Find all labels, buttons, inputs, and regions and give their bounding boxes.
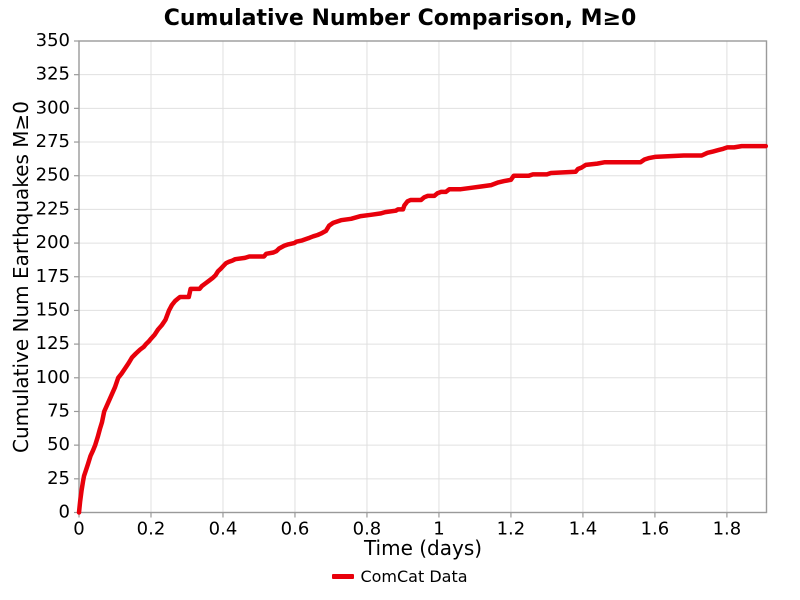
y-tick-label: 300 [36,97,70,118]
y-tick-label: 75 [47,400,70,421]
x-axis-label: Time (days) [363,536,483,560]
x-tick-label: 1.8 [713,518,742,539]
y-tick-label: 275 [36,131,70,152]
y-tick-label: 150 [36,299,70,320]
x-tick-label: 0.6 [281,518,310,539]
x-tick-label: 1.2 [497,518,526,539]
x-tick-label: 0 [73,518,84,539]
y-tick-label: 325 [36,64,70,85]
data-line-comcat-data [76,143,769,515]
x-tick-label: 0.4 [209,518,238,539]
y-tick-label: 0 [59,502,70,523]
y-tick-label: 225 [36,198,70,219]
x-tick-label: 0.2 [137,518,166,539]
y-tick-label: 250 [36,165,70,186]
chart-title: Cumulative Number Comparison, M≥0 [163,6,637,31]
y-tick-label: 100 [36,367,70,388]
y-tick-label: 125 [36,333,70,354]
y-tick-label: 175 [36,266,70,287]
x-tick-label: 1.4 [569,518,598,539]
legend-label: ComCat Data [360,567,468,586]
legend-line-swatch [332,574,355,579]
y-tick-label: 50 [47,434,70,455]
y-axis-label: Cumulative Num Earthquakes M≥0 [9,101,33,453]
y-tick-label: 350 [36,30,70,51]
y-tick-label: 200 [36,232,70,253]
plot-border [78,40,768,514]
x-tick-label: 1.6 [641,518,670,539]
y-tick-label: 25 [47,468,70,489]
legend: ComCat Data [0,567,800,586]
x-tick-label: 0.8 [353,518,382,539]
x-tick-label: 1 [433,518,444,539]
